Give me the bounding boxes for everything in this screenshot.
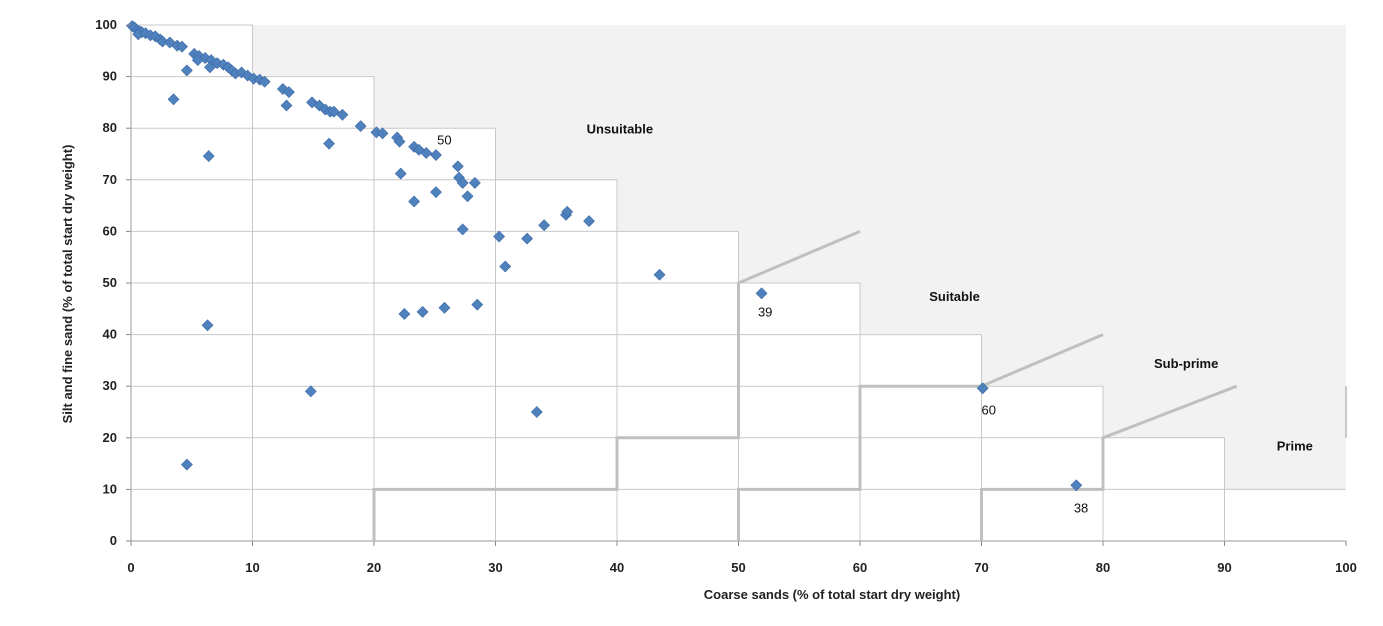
y-tick-label: 90 (103, 69, 117, 84)
count-label: 38 (1074, 501, 1088, 516)
data-point (376, 127, 389, 140)
y-tick-label: 60 (103, 223, 117, 238)
zone-label: Suitable (929, 289, 980, 304)
data-point (280, 99, 293, 112)
y-tick-label: 30 (103, 378, 117, 393)
data-point (323, 137, 335, 150)
y-tick-label: 50 (103, 275, 117, 290)
zone-label: Unsuitable (587, 121, 653, 136)
x-tick-label: 40 (610, 560, 624, 575)
data-point (471, 298, 484, 311)
data-point (583, 215, 595, 228)
data-point (976, 382, 989, 395)
data-point (304, 385, 317, 398)
data-point (336, 108, 349, 121)
data-point (561, 205, 574, 218)
data-point (156, 35, 169, 48)
count-label: 39 (758, 305, 772, 320)
data-point (653, 268, 666, 281)
x-tick-label: 50 (731, 560, 745, 575)
data-point (180, 458, 193, 471)
data-point (204, 61, 216, 74)
zone-label: Prime (1277, 439, 1313, 454)
data-point (521, 232, 534, 245)
data-point (1070, 479, 1083, 492)
x-tick-label: 100 (1335, 560, 1357, 575)
data-point (456, 223, 469, 236)
x-tick-label: 70 (974, 560, 988, 575)
data-point (438, 301, 451, 314)
data-point (530, 406, 543, 418)
x-tick-label: 30 (488, 560, 502, 575)
data-point (461, 190, 474, 203)
data-point (354, 120, 367, 133)
y-tick-label: 70 (103, 172, 117, 187)
data-point (283, 86, 295, 99)
y-tick-label: 0 (110, 533, 117, 548)
x-tick-label: 90 (1217, 560, 1231, 575)
data-point (327, 105, 340, 118)
data-point (430, 149, 442, 161)
zone-boundary-line-3 (980, 384, 1238, 541)
data-point (201, 319, 214, 332)
data-point (408, 195, 421, 208)
data-point (499, 260, 512, 273)
data-point (420, 147, 433, 159)
data-point (538, 219, 551, 232)
data-points (126, 20, 1083, 492)
y-axis-title: Silt and fine sand (% of total start dry… (60, 145, 75, 424)
x-tick-label: 60 (853, 560, 867, 575)
data-point (180, 64, 193, 77)
zone-boundary-line-2 (737, 333, 1104, 541)
data-point (755, 287, 768, 300)
count-label: 50 (437, 133, 451, 148)
x-axis-title: Coarse sands (% of total start dry weigh… (704, 587, 960, 602)
data-point (393, 135, 406, 148)
y-tick-label: 10 (103, 481, 117, 496)
count-label: 60 (982, 403, 996, 418)
y-tick-label: 20 (103, 430, 117, 445)
data-point (191, 54, 204, 67)
x-tick-label: 20 (367, 560, 381, 575)
chart-annotations: Unsuitable Suitable Sub-prime Prime 50 39 60 38 (437, 121, 1313, 515)
data-point (202, 150, 215, 162)
y-tick-label: 100 (95, 17, 117, 32)
x-tick-label: 0 (127, 560, 134, 575)
data-point (398, 308, 411, 320)
data-point (493, 230, 506, 243)
zone-boundary-line-1 (372, 230, 861, 541)
data-point (430, 186, 442, 199)
data-point (456, 176, 469, 189)
data-point (468, 176, 481, 189)
data-point (416, 305, 429, 318)
zone-boundaries (372, 230, 1347, 541)
data-point (451, 160, 464, 173)
data-point (394, 167, 407, 180)
y-tick-label: 40 (103, 327, 117, 342)
x-tick-label: 80 (1096, 560, 1110, 575)
y-tick-label: 80 (103, 120, 117, 135)
data-point (176, 40, 188, 53)
axis-ticks: 0 10 20 30 40 50 60 70 80 90 100 0 10 20 30 40 50 60 70 80 9… (95, 17, 1357, 575)
x-tick-label: 10 (245, 560, 259, 575)
zone-label: Sub-prime (1154, 356, 1218, 371)
data-point (258, 75, 271, 88)
data-point (167, 93, 180, 106)
